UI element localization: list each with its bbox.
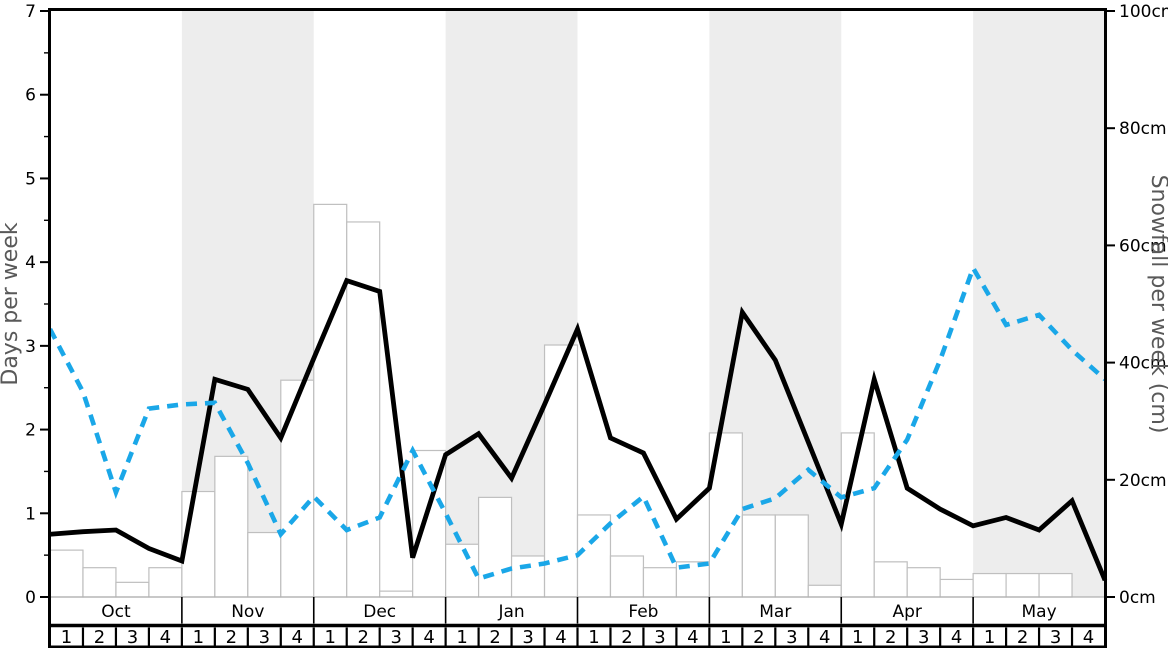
week-number-label: 2 <box>1017 627 1028 648</box>
month-label: Oct <box>101 602 131 622</box>
week-number-label: 3 <box>918 627 929 648</box>
snowfall-bar <box>906 567 941 598</box>
snowfall-bar <box>477 496 513 598</box>
week-number-label: 1 <box>588 627 599 648</box>
snowfall-bar <box>609 555 645 598</box>
month-label: Apr <box>892 602 921 622</box>
right-tick-label: 0cm <box>1119 588 1156 608</box>
right-tick-label: 80cm <box>1119 119 1167 139</box>
snowfall-bar <box>115 581 150 598</box>
week-number-label: 2 <box>226 627 237 648</box>
week-number-label: 2 <box>357 627 368 648</box>
week-number-label: 4 <box>292 627 303 648</box>
week-number-label: 3 <box>522 627 533 648</box>
week-number-label: 2 <box>621 627 632 648</box>
week-number-label: 1 <box>984 627 995 648</box>
solid-black-line <box>49 277 1108 582</box>
week-number-label: 1 <box>61 627 72 648</box>
week-number-label: 3 <box>654 627 665 648</box>
snowfall-bar <box>807 584 842 598</box>
dashed-blue-line <box>47 262 1107 582</box>
week-number-label: 1 <box>325 627 336 648</box>
left-axis-title: Days per week <box>0 222 23 385</box>
snowfall-bar <box>313 203 348 598</box>
right-tick-label: 40cm <box>1119 354 1167 374</box>
week-number-label: 4 <box>687 627 698 648</box>
right-tick-label: 20cm <box>1119 471 1167 491</box>
snowfall-bar <box>247 531 282 598</box>
week-number-label: 2 <box>753 627 764 648</box>
week-number-label: 3 <box>390 627 401 648</box>
snowfall-bar <box>873 561 908 598</box>
week-number-label: 1 <box>720 627 731 648</box>
month-label: Mar <box>759 602 791 622</box>
snowfall-bar <box>1005 572 1040 598</box>
week-number-label: 1 <box>456 627 467 648</box>
left-tick-label: 3 <box>25 337 36 357</box>
month-label: Dec <box>363 602 396 622</box>
week-number-label: 4 <box>951 627 962 648</box>
snowfall-bar <box>214 455 249 598</box>
snowfall-bar <box>1038 572 1073 598</box>
snowfall-bar <box>379 590 414 598</box>
week-number-label: 1 <box>852 627 863 648</box>
week-number-label: 3 <box>786 627 797 648</box>
left-tick-label: 2 <box>25 421 36 441</box>
week-number-label: 2 <box>885 627 896 648</box>
snowfall-bar <box>82 567 117 598</box>
snowfall-bar <box>939 578 974 598</box>
snowfall-bar <box>181 490 216 598</box>
snowfall-bar <box>972 572 1007 598</box>
snowfall-bar <box>774 514 809 598</box>
snowfall-bar <box>741 514 776 598</box>
right-tick-label: 60cm <box>1119 236 1167 256</box>
left-tick-label: 0 <box>25 588 36 608</box>
month-label: May <box>1021 602 1056 622</box>
month-label: Nov <box>231 602 264 622</box>
week-number-label: 3 <box>1050 627 1061 648</box>
week-number-label: 4 <box>160 627 171 648</box>
week-number-label: 4 <box>555 627 566 648</box>
week-number-label: 1 <box>193 627 204 648</box>
left-tick-label: 6 <box>25 86 36 106</box>
left-tick-label: 4 <box>25 253 36 273</box>
month-label: Jan <box>497 602 524 622</box>
snowfall-bar <box>642 567 678 598</box>
snowfall-bar <box>148 567 183 598</box>
week-number-label: 3 <box>259 627 270 648</box>
right-axis-title: Snowfall per week (cm) <box>1146 175 1168 434</box>
week-number-label: 4 <box>819 627 830 648</box>
week-number-label: 2 <box>489 627 500 648</box>
left-tick-label: 5 <box>25 169 36 189</box>
left-tick-label: 7 <box>25 2 36 22</box>
snowfall-bar <box>280 379 315 598</box>
month-label: Feb <box>628 602 658 622</box>
week-number-label: 4 <box>1083 627 1094 648</box>
right-tick-label: 100cm <box>1119 2 1168 22</box>
week-number-label: 3 <box>127 627 138 648</box>
week-number-label: 2 <box>94 627 105 648</box>
week-number-label: 4 <box>423 627 434 648</box>
snowfall-bar <box>49 549 84 598</box>
left-tick-label: 1 <box>25 504 36 524</box>
snowfall-bar <box>346 221 381 598</box>
